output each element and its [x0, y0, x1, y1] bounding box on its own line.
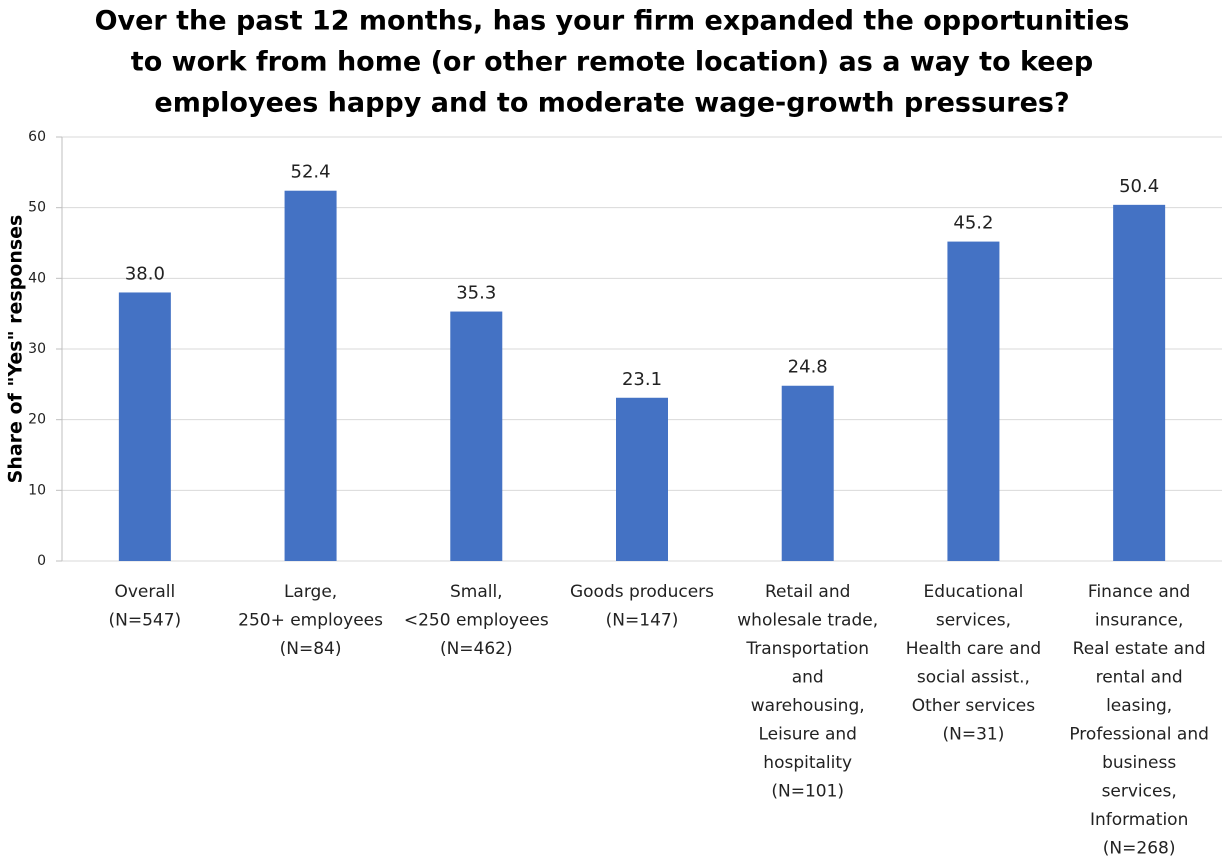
x-tick-label: business — [1102, 753, 1176, 773]
bar — [118, 292, 171, 561]
value-label: 45.2 — [953, 213, 993, 234]
x-tick-label: Educational — [924, 582, 1024, 602]
y-tick-label: 20 — [28, 412, 46, 428]
chart-title: employees happy and to moderate wage-gro… — [154, 88, 1069, 119]
value-label: 50.4 — [1119, 176, 1159, 197]
x-tick-label: (N=147) — [606, 611, 679, 631]
x-tick-label: <250 employees — [404, 611, 549, 631]
x-tick-label: services, — [936, 611, 1011, 631]
x-tick-label: Goods producers — [570, 582, 714, 602]
x-tick-label: Information — [1090, 810, 1188, 830]
value-label: 38.0 — [125, 263, 165, 284]
value-label: 24.8 — [788, 357, 828, 378]
x-tick-label: services, — [1102, 782, 1177, 802]
y-tick-label: 60 — [28, 129, 46, 145]
y-axis-label: Share of "Yes" responses — [5, 215, 27, 484]
x-tick-label: insurance, — [1095, 611, 1184, 631]
y-tick-label: 40 — [28, 270, 46, 286]
x-tick-label: social assist., — [917, 668, 1030, 688]
x-tick-label: hospitality — [763, 753, 852, 773]
bar — [616, 397, 668, 561]
x-tick-label: Finance and — [1088, 582, 1190, 602]
x-tick-label: Other services — [912, 696, 1036, 716]
x-tick-label: (N=462) — [440, 639, 513, 659]
bar — [284, 190, 337, 561]
x-tick-label: (N=84) — [280, 639, 342, 659]
x-tick-label: and — [792, 668, 824, 688]
bar — [1113, 204, 1166, 561]
bar — [450, 311, 503, 561]
value-label: 52.4 — [291, 162, 331, 183]
x-tick-label: warehousing, — [751, 696, 865, 716]
x-tick-label: Overall — [114, 582, 175, 602]
x-tick-label: wholesale trade, — [737, 611, 878, 631]
x-tick-label: rental and — [1096, 668, 1183, 688]
x-tick-label: Leisure and — [758, 725, 856, 745]
x-tick-label: Health care and — [906, 639, 1041, 659]
x-tick-label: Professional and — [1069, 725, 1209, 745]
y-tick-label: 50 — [28, 200, 46, 216]
x-tick-label: (N=268) — [1103, 839, 1176, 859]
x-tick-label: (N=547) — [109, 611, 182, 631]
x-tick-label: Retail and — [765, 582, 850, 602]
x-tick-label: (N=31) — [942, 725, 1004, 745]
x-tick-label: (N=101) — [771, 782, 844, 802]
x-tick-label: Large, — [284, 582, 337, 602]
x-tick-label: Transportation — [745, 639, 869, 659]
value-label: 35.3 — [456, 283, 496, 304]
y-tick-label: 30 — [28, 341, 46, 357]
x-tick-label: leasing, — [1106, 696, 1172, 716]
x-tick-label: 250+ employees — [238, 611, 383, 631]
x-tick-label: Small, — [450, 582, 503, 602]
chart-title: to work from home (or other remote locat… — [131, 47, 1093, 78]
chart-title: Over the past 12 months, has your firm e… — [95, 6, 1130, 37]
bar — [947, 241, 1000, 561]
x-tick-label: Real estate and — [1073, 639, 1206, 659]
y-tick-label: 10 — [28, 482, 46, 498]
bar — [781, 385, 834, 561]
value-label: 23.1 — [622, 369, 662, 390]
y-tick-label: 0 — [37, 553, 46, 569]
